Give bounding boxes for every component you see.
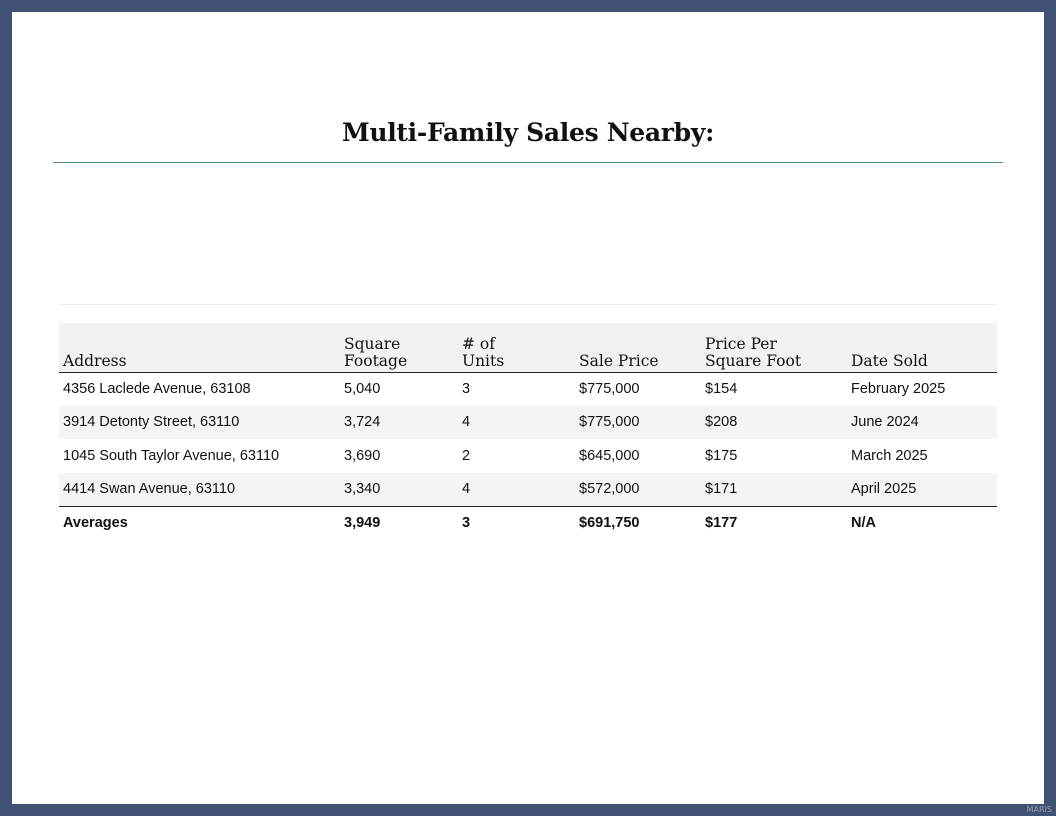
cell-ppsf: $154 — [705, 381, 738, 397]
header-sale-price: Sale Price — [575, 323, 701, 373]
cell-sqft: 3,340 — [340, 472, 458, 507]
title-divider — [53, 162, 1003, 163]
cell-units: 2 — [462, 447, 471, 464]
table-header-row: Address Square Footage # of Units Sale Pri… — [59, 323, 997, 373]
cell-ppsf: $208 — [701, 405, 847, 439]
cell-price: $645,000 — [579, 447, 640, 464]
averages-row: Averages 3,949 3 $691,750 $177 N/A — [59, 506, 997, 550]
cell-address: 4414 Swan Avenue, 63110 — [59, 472, 340, 507]
avg-units: 3 — [462, 514, 471, 531]
table-row: 4356 Laclede Avenue, 63108 5,040 3 $775,… — [59, 372, 997, 406]
header-address: Address — [59, 323, 340, 373]
header-square-footage: Square Footage — [340, 323, 458, 373]
slide: Multi-Family Sales Nearby: Address Squar… — [12, 12, 1044, 804]
cell-price: $775,000 — [579, 381, 640, 397]
sales-table-container: Address Square Footage # of Units Sale Pri… — [59, 323, 997, 550]
cell-sqft: 3,690 — [344, 447, 381, 464]
header-date-sold: Date Sold — [847, 323, 997, 373]
cell-address: 1045 South Taylor Avenue, 63110 — [63, 447, 280, 464]
avg-price: $691,750 — [579, 514, 640, 531]
cell-sqft: 3,724 — [340, 405, 458, 439]
cell-price: $775,000 — [575, 405, 701, 439]
page-title: Multi-Family Sales Nearby: — [341, 118, 715, 147]
sales-table: Address Square Footage # of Units Sale Pri… — [59, 323, 997, 550]
watermark: MARIS — [1026, 805, 1052, 814]
cell-date: February 2025 — [851, 381, 946, 397]
cell-date: June 2024 — [847, 405, 997, 439]
cell-sqft: 5,040 — [344, 381, 381, 397]
table-row: 1045 South Taylor Avenue, 63110 3,690 2 … — [59, 439, 997, 473]
cell-date: March 2025 — [851, 447, 928, 464]
averages-label: Averages — [63, 514, 128, 531]
cell-units: 4 — [458, 405, 575, 439]
header-price-per-sqft: Price Per Square Foot — [701, 323, 847, 373]
cell-address: 3914 Detonty Street, 63110 — [59, 405, 340, 439]
table-row: 4414 Swan Avenue, 63110 3,340 4 $572,000… — [59, 472, 997, 507]
cell-ppsf: $175 — [705, 447, 738, 464]
cell-date: April 2025 — [847, 472, 997, 507]
header-units: # of Units — [458, 323, 575, 373]
avg-ppsf: $177 — [705, 514, 738, 531]
avg-date: N/A — [851, 514, 876, 531]
cell-address: 4356 Laclede Avenue, 63108 — [63, 381, 251, 397]
faint-divider — [59, 304, 997, 305]
cell-units: 3 — [462, 381, 471, 397]
cell-price: $572,000 — [575, 472, 701, 507]
cell-ppsf: $171 — [701, 472, 847, 507]
cell-units: 4 — [458, 472, 575, 507]
avg-sqft: 3,949 — [344, 514, 381, 531]
table-row: 3914 Detonty Street, 63110 3,724 4 $775,… — [59, 405, 997, 439]
